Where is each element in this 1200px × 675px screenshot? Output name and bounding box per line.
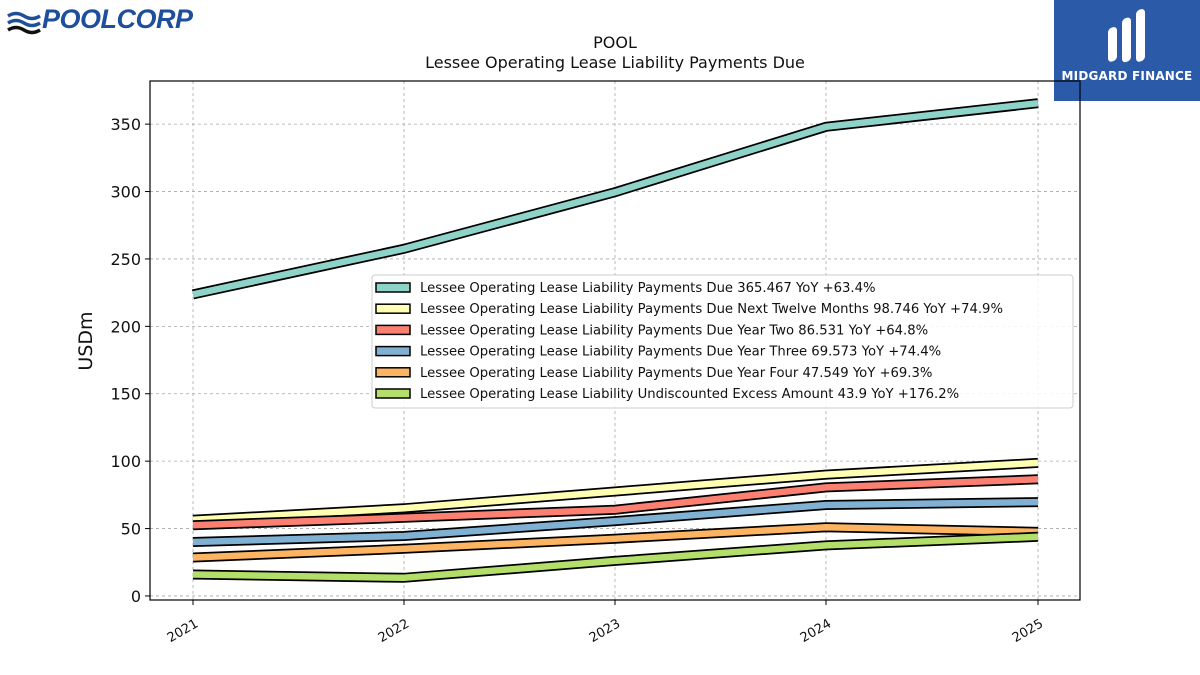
x-tick-label: 2023	[587, 616, 623, 646]
legend-entry-label: Lessee Operating Lease Liability Payment…	[420, 281, 876, 296]
legend-entry-label: Lessee Operating Lease Liability Undisco…	[420, 387, 959, 402]
legend-swatch	[375, 367, 411, 378]
series-line	[192, 457, 1039, 525]
x-axis-ticks: 2021 2022 2023 2024 2025	[165, 600, 1046, 646]
x-tick-label: 2025	[1010, 616, 1046, 646]
chart-subtitle: Lessee Operating Lease Liability Payment…	[425, 53, 805, 72]
poolcorp-wave-icon	[7, 11, 41, 35]
midgard-m-icon	[1108, 9, 1145, 63]
y-tick-label: 0	[131, 587, 141, 606]
series-line-fill	[192, 533, 1039, 582]
series-line	[192, 522, 1039, 563]
x-tick-label: 2024	[798, 616, 834, 646]
series-line-fill	[192, 459, 1039, 524]
x-tick-label: 2021	[165, 616, 201, 646]
series-lines	[191, 98, 1039, 583]
legend-swatch	[375, 324, 411, 336]
series-line	[192, 474, 1039, 531]
legend-box	[371, 274, 1074, 409]
legend-swatch	[375, 345, 411, 357]
y-tick-label: 250	[110, 250, 141, 269]
y-tick-label: 200	[110, 317, 141, 336]
x-tick-label: 2022	[376, 616, 412, 646]
legend-entry-label: Lessee Operating Lease Liability Payment…	[420, 302, 1003, 317]
legend: Lessee Operating Lease Liability Payment…	[371, 274, 1074, 409]
y-axis-ticks: 0 50 100 150 200 250 300 350	[110, 115, 150, 606]
poolcorp-logo: POOLCORP	[6, 4, 212, 36]
legend-swatch	[375, 282, 411, 293]
series-line-fill	[192, 476, 1039, 529]
y-tick-label: 150	[110, 385, 141, 404]
legend-swatch	[375, 388, 411, 399]
legend-swatch	[375, 303, 411, 314]
legend-entry-label: Lessee Operating Lease Liability Payment…	[420, 366, 932, 381]
y-tick-label: 50	[121, 520, 141, 539]
legend-entry-label: Lessee Operating Lease Liability Payment…	[420, 345, 941, 360]
poolcorp-logo-text: POOLCORP	[42, 4, 193, 34]
y-tick-label: 350	[110, 115, 141, 134]
midgard-finance-logo: MIDGARD FINANCE	[1054, 0, 1200, 101]
y-axis-label: USDm	[75, 311, 97, 370]
series-line	[191, 98, 1039, 300]
y-tick-label: 100	[110, 452, 141, 471]
series-line-fill	[192, 523, 1039, 561]
series-line	[192, 497, 1039, 547]
chart-title: POOL	[593, 33, 637, 52]
series-line-fill	[192, 498, 1039, 546]
series-line	[192, 531, 1039, 583]
y-tick-label: 300	[110, 183, 141, 202]
series-line-fill	[192, 99, 1039, 298]
midgard-finance-logo-text: MIDGARD FINANCE	[1061, 69, 1193, 83]
legend-entry-label: Lessee Operating Lease Liability Payment…	[420, 323, 928, 338]
